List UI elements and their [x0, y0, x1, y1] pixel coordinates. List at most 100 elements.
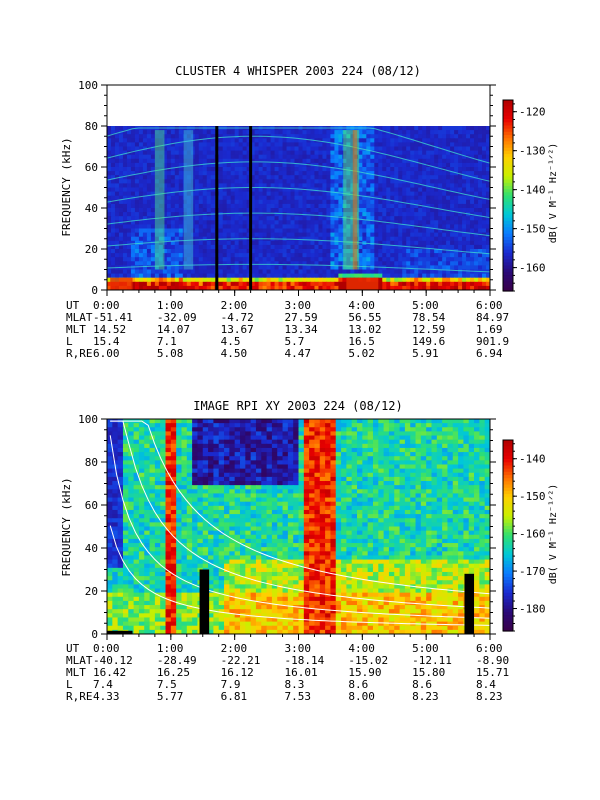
colorbar-segment	[503, 580, 513, 584]
colorbar-segment	[503, 112, 513, 117]
ephemeris-value: 8.23	[412, 690, 439, 703]
colorbar-segment	[503, 557, 513, 562]
colorbar-segment	[503, 570, 513, 575]
colorbar-segment	[503, 589, 513, 594]
colorbar-segment	[503, 150, 513, 155]
colorbar-segment	[503, 503, 513, 508]
colorbar-segment	[503, 452, 513, 457]
ephemeris-value: 8.3	[284, 678, 305, 691]
colorbar-segment	[503, 564, 513, 568]
colorbar-segment	[503, 513, 513, 517]
colorbar-segment	[503, 278, 513, 283]
ephemeris-row-label: R,RE	[66, 690, 93, 703]
ephemeris-value: 4:00	[348, 642, 375, 655]
colorbar-segment	[503, 468, 513, 473]
colorbar-segment	[503, 106, 513, 111]
whisper-emission	[183, 130, 194, 270]
colorbar-segment	[503, 103, 513, 107]
colorbar-segment	[503, 157, 513, 162]
colorbar-segment	[503, 627, 513, 632]
ephemeris-value: 56.55	[348, 311, 382, 324]
ephemeris-value: 27.59	[284, 311, 318, 324]
ephemeris-row-label: MLT	[66, 666, 86, 679]
colorbar-segment	[503, 287, 513, 292]
colorbar-segment	[503, 554, 513, 559]
ephemeris-value: 4.5	[220, 335, 241, 348]
colorbar-segment	[503, 487, 513, 492]
whisper-emission	[352, 130, 358, 270]
colorbar-segment	[503, 529, 513, 533]
colorbar-segment	[503, 621, 513, 626]
whisper-band	[107, 238, 490, 255]
whisper-band	[107, 263, 490, 273]
colorbar-segment	[503, 484, 513, 489]
ephemeris-value: 16.25	[156, 666, 190, 679]
y-tick-label: 0	[91, 284, 98, 297]
colorbar-segment	[503, 128, 513, 133]
ephemeris-value: 6:00	[476, 299, 503, 312]
colorbar-tick-label: -130	[519, 145, 546, 158]
ephemeris-value: 7.4	[93, 678, 113, 691]
colorbar-segment	[503, 525, 513, 530]
colorbar-segment	[503, 618, 513, 623]
ephemeris-value: 5:00	[412, 642, 439, 655]
panel2-colorbar-label: dB( V M⁻¹ Hz⁻¹ᐟ²)	[548, 484, 559, 585]
colorbar-segment	[503, 144, 513, 149]
colorbar-tick-label: -150	[519, 490, 546, 503]
y-tick-label: 100	[78, 79, 98, 92]
colorbar-segment	[503, 192, 513, 197]
ephemeris-value: 1.69	[476, 323, 503, 336]
ephemeris-value: 12.59	[412, 323, 446, 336]
colorbar-segment	[503, 615, 513, 619]
ephemeris-value: 0:00	[93, 642, 120, 655]
ephemeris-value: -32.09	[156, 311, 197, 324]
rpi-data-gap	[464, 573, 475, 634]
y-tick-label: 20	[85, 243, 98, 256]
colorbar-segment	[503, 166, 513, 171]
colorbar-tick-label: -170	[519, 565, 546, 578]
ephemeris-value: -22.21	[220, 654, 261, 667]
colorbar-segment	[503, 475, 513, 479]
y-tick-label: 80	[85, 120, 98, 133]
colorbar-tick-label: -160	[519, 528, 546, 541]
ephemeris-value: 6.00	[93, 347, 120, 360]
colorbar-frame	[502, 439, 514, 632]
colorbar-segment	[503, 138, 513, 142]
colorbar-segment	[503, 205, 513, 209]
ephemeris-value: 5.08	[156, 347, 184, 360]
colorbar-tick-label: -140	[519, 184, 546, 197]
ephemeris-row-label: L	[66, 678, 73, 691]
colorbar-segment	[503, 567, 513, 572]
colorbar-segment	[503, 170, 513, 174]
colorbar-segment	[503, 446, 513, 451]
ephemeris-value: 5.02	[348, 347, 375, 360]
ephemeris-value: 14.07	[156, 323, 190, 336]
panel1-colorbar-label: dB( V M⁻¹ Hz⁻¹ᐟ²)	[548, 143, 559, 244]
ephemeris-value: 13.02	[348, 323, 382, 336]
colorbar-segment	[503, 141, 513, 146]
colorbar-segment	[503, 109, 513, 114]
ephemeris-value: 16.01	[284, 666, 318, 679]
colorbar-segment	[503, 576, 513, 581]
colorbar-segment	[503, 189, 513, 193]
colorbar-segment	[503, 284, 513, 289]
colorbar-segment	[503, 275, 513, 279]
whisper-band	[107, 212, 490, 237]
colorbar-segment	[503, 100, 513, 104]
colorbar-segment	[503, 262, 513, 267]
rpi-cutoff-curve	[110, 420, 490, 609]
colorbar-segment	[503, 611, 513, 616]
colorbar-segment	[503, 179, 513, 184]
y-tick-label: 80	[85, 456, 98, 469]
colorbar-segment	[503, 605, 513, 610]
colorbar-segment	[503, 560, 513, 565]
ephemeris-value: 78.54	[412, 311, 446, 324]
ephemeris-value: 16.5	[348, 335, 375, 348]
rpi-data-gap	[107, 630, 133, 634]
ephemeris-value: 16.42	[93, 666, 127, 679]
ephemeris-row-label: L	[66, 335, 73, 348]
colorbar-segment	[503, 160, 513, 165]
colorbar-segment	[503, 115, 513, 120]
ephemeris-value: 5.91	[412, 347, 439, 360]
colorbar-segment	[503, 541, 513, 546]
